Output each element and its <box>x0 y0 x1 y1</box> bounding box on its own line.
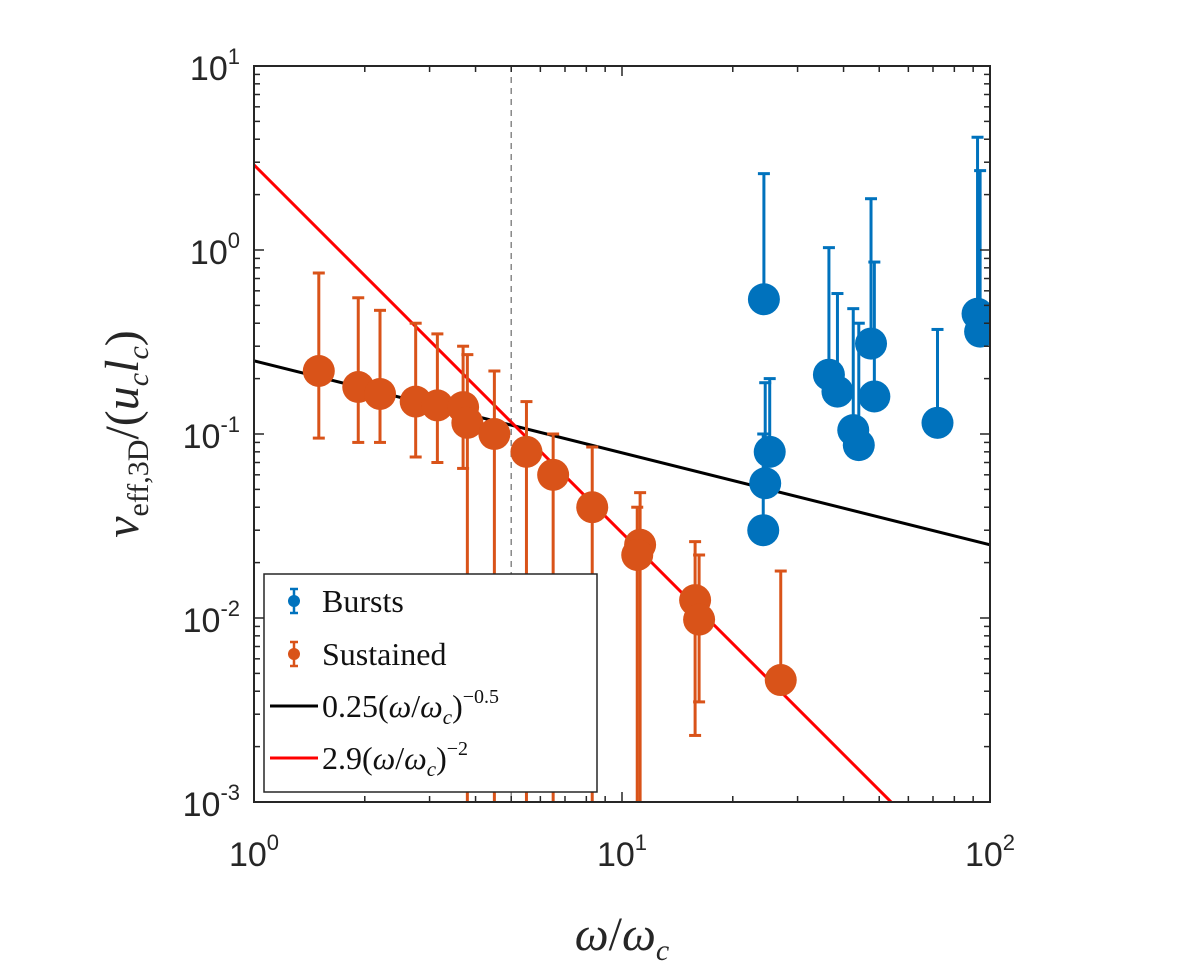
legend-entry-bursts[interactable]: Bursts <box>288 583 404 619</box>
legend-red-fit-label: 2.9(ω/ωc)−2 <box>322 738 468 781</box>
legend-sustained-marker <box>288 640 300 668</box>
x-tick-label: 100 <box>229 830 279 874</box>
sustained-point <box>621 538 654 571</box>
bursts-point <box>821 375 854 408</box>
sustained-point <box>537 458 570 491</box>
legend-entry-sustained[interactable]: Sustained <box>288 636 446 672</box>
bursts-point <box>964 315 990 348</box>
sustained-point <box>302 354 335 387</box>
legend-box <box>263 573 598 793</box>
sustained-point <box>683 603 716 636</box>
sustained-point <box>576 491 609 524</box>
bursts-series <box>747 135 990 547</box>
bursts-point <box>747 283 780 316</box>
legend-bursts-label: Bursts <box>322 583 404 619</box>
y-axis-label: νeff,3D/(uclc) <box>96 330 155 538</box>
legend-entry-red-fit[interactable]: 2.9(ω/ωc)−2 <box>270 738 468 781</box>
axis-ticks: 100 101 102 10-3 10-2 10-1 100 101 <box>183 44 1015 874</box>
sustained-point <box>478 418 511 450</box>
x-tick-label: 101 <box>597 830 647 874</box>
y-tick-label: 10-2 <box>183 596 240 640</box>
sustained-point <box>510 435 543 468</box>
legend-entry-black-fit[interactable]: 0.25(ω/ωc)−0.5 <box>270 686 499 729</box>
legend-sustained-label: Sustained <box>322 636 446 672</box>
y-tick-label: 10-1 <box>183 412 240 456</box>
legend-point <box>288 595 300 607</box>
bursts-point <box>855 327 888 360</box>
bursts-point <box>858 380 891 413</box>
legend: Bursts Sustained 0.25(ω/ωc)−0.5 2.9(ω/ωc… <box>263 573 598 793</box>
legend-point <box>288 648 300 660</box>
bursts-point <box>842 429 875 462</box>
y-tick-label: 100 <box>190 228 240 272</box>
sustained-point <box>764 664 797 697</box>
x-tick-label: 102 <box>965 830 1015 874</box>
bursts-point <box>747 514 780 547</box>
x-axis-label: ω/ωc <box>575 908 669 967</box>
bursts-point <box>749 467 782 500</box>
legend-bursts-marker <box>288 587 300 615</box>
y-tick-label: 101 <box>190 44 240 88</box>
sustained-point <box>421 389 454 422</box>
plot-content <box>254 66 990 802</box>
bursts-point <box>921 406 954 439</box>
sustained-point <box>364 377 397 410</box>
y-tick-label: 10-3 <box>183 780 240 824</box>
legend-black-fit-label: 0.25(ω/ωc)−0.5 <box>322 686 499 729</box>
sustained-point <box>451 406 484 439</box>
bursts-point <box>753 435 786 468</box>
fit-line-red <box>254 163 894 802</box>
